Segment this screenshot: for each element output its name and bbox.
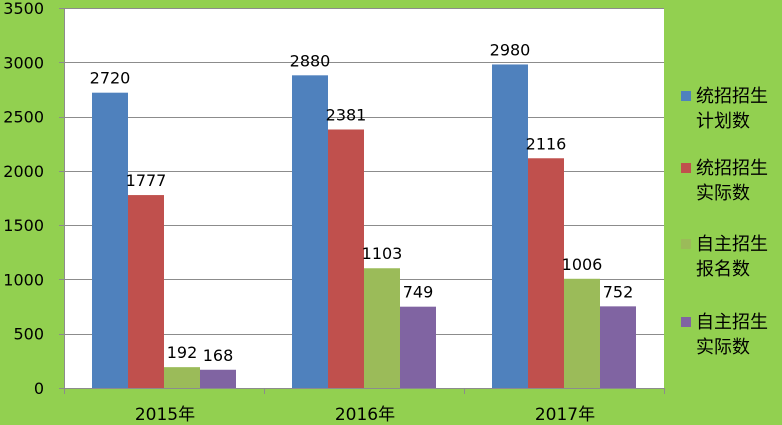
data-label: 749: [403, 283, 434, 302]
legend-label: 统招招生实际数: [696, 158, 768, 204]
y-tick-label: 2500: [3, 108, 44, 127]
red-square-icon: [681, 163, 691, 173]
bar-1-2017年: [492, 64, 528, 388]
legend-item-2: 统招招生实际数: [681, 158, 768, 204]
y-tick-label: 3500: [3, 0, 44, 18]
legend-label: 自主招生实际数: [696, 312, 768, 358]
legend-item-3: 自主招生报名数: [681, 234, 768, 280]
x-tick-label: 2015年: [135, 405, 195, 425]
data-label: 2720: [90, 69, 131, 88]
data-label: 2381: [326, 105, 367, 124]
legend-item-4: 自主招生实际数: [681, 312, 768, 358]
data-label: 2980: [490, 40, 531, 59]
data-label: 168: [203, 346, 234, 365]
bar-2-2016年: [328, 129, 364, 388]
y-tick-label: 0: [34, 379, 44, 398]
data-label: 2880: [290, 51, 331, 70]
bar-4-2017年: [600, 306, 636, 388]
axes: [59, 8, 665, 394]
x-axis-tick-labels: 2015年 2016年 2017年: [135, 405, 595, 425]
bars: [92, 64, 636, 389]
data-label: 1006: [562, 255, 603, 274]
legend-label: 自主招生报名数: [696, 234, 768, 280]
green-square-icon: [681, 239, 691, 249]
x-tick-label: 2017年: [535, 405, 595, 425]
blue-square-icon: [681, 91, 691, 101]
data-label: 1103: [362, 244, 403, 263]
y-axis-tick-labels: 0 500 1000 1500 2000 2500 3000 3500: [3, 0, 44, 398]
data-labels: 2720 2880 2980 1777 2381 2116 192 1103 1006 168 74…: [90, 40, 634, 364]
y-tick-label: 2000: [3, 162, 44, 181]
bar-1-2015年: [92, 92, 128, 388]
data-label: 192: [167, 343, 198, 362]
bar-3-2016年: [364, 268, 400, 388]
data-label: 2116: [526, 134, 567, 153]
data-label: 1777: [126, 171, 167, 190]
y-tick-label: 500: [13, 325, 44, 344]
bar-4-2015年: [200, 369, 236, 388]
bar-1-2016年: [292, 75, 328, 389]
bar-3-2015年: [164, 367, 200, 388]
purple-square-icon: [681, 317, 691, 327]
x-tick-label: 2016年: [335, 405, 395, 425]
legend-item-1: 统招招生计划数: [681, 86, 768, 132]
legend-label: 统招招生计划数: [696, 86, 768, 132]
data-label: 752: [603, 282, 634, 301]
bar-2-2015年: [128, 195, 164, 388]
y-tick-label: 3000: [3, 53, 44, 72]
bar-3-2017年: [564, 278, 600, 388]
y-tick-label: 1000: [3, 270, 44, 289]
bar-4-2016年: [400, 306, 436, 388]
bar-2-2017年: [528, 158, 564, 388]
y-tick-label: 1500: [3, 216, 44, 235]
